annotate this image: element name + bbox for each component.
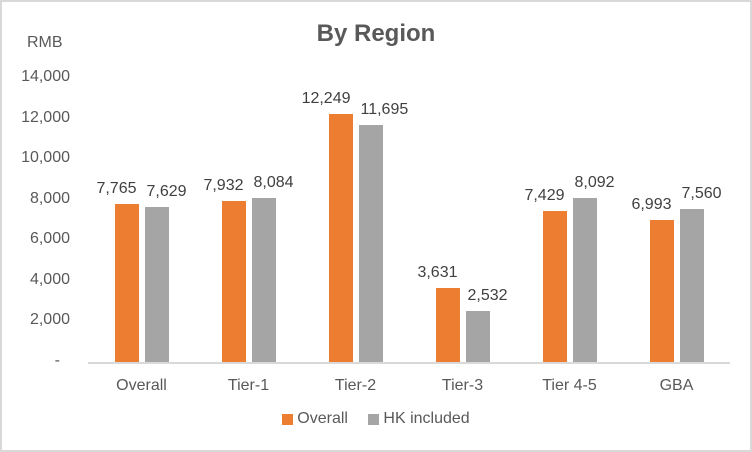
data-label: 3,631 <box>417 264 457 282</box>
legend: Overall HK included <box>0 410 752 428</box>
legend-item-overall: Overall <box>282 410 348 428</box>
x-category-label: Overall <box>88 377 195 395</box>
legend-swatch-hk-included <box>368 414 379 425</box>
data-label: 6,993 <box>631 196 671 214</box>
bar-overall <box>543 211 567 362</box>
x-category-label: Tier 4-5 <box>516 377 623 395</box>
y-tick-label: 2,000 <box>0 311 70 329</box>
bar-overall <box>222 201 246 362</box>
y-tick-label: 8,000 <box>0 190 70 208</box>
data-label: 2,532 <box>468 287 508 305</box>
bar-overall <box>115 204 139 362</box>
bar-overall <box>650 220 674 362</box>
y-tick-label: 10,000 <box>0 149 70 167</box>
bar-hk-included <box>680 209 704 362</box>
bar-hk-included <box>252 198 276 362</box>
x-category-label: GBA <box>623 377 730 395</box>
x-category-label: Tier-2 <box>302 377 409 395</box>
legend-label-overall: Overall <box>297 410 348 428</box>
data-label: 11,695 <box>361 101 409 119</box>
bar-hk-included <box>359 125 383 362</box>
data-label: 7,429 <box>524 187 564 205</box>
data-label: 8,084 <box>254 174 294 192</box>
data-label: 12,249 <box>302 90 351 108</box>
legend-swatch-overall <box>282 414 293 425</box>
legend-label-hk-included: HK included <box>383 410 469 428</box>
y-tick-label: 14,000 <box>0 68 70 86</box>
bar-hk-included <box>573 198 597 362</box>
bar-hk-included <box>145 207 169 362</box>
x-axis-line <box>88 362 730 364</box>
bar-overall <box>329 114 353 362</box>
x-category-label: Tier-1 <box>195 377 302 395</box>
y-axis-unit-label: RMB <box>27 34 63 52</box>
data-label: 7,560 <box>682 185 722 203</box>
data-label: 8,092 <box>575 174 615 192</box>
legend-item-hk-included: HK included <box>368 410 469 428</box>
y-tick-label: 4,000 <box>0 271 70 289</box>
bar-overall <box>436 288 460 362</box>
data-label: 7,629 <box>147 183 187 201</box>
chart-title: By Region <box>0 20 752 48</box>
y-tick-label: 12,000 <box>0 109 70 127</box>
y-tick-label: 6,000 <box>0 230 70 248</box>
x-category-label: Tier-3 <box>409 377 516 395</box>
y-tick-label: - <box>0 352 60 370</box>
data-label: 7,932 <box>203 177 243 195</box>
bar-hk-included <box>466 311 490 362</box>
data-label: 7,765 <box>96 180 136 198</box>
